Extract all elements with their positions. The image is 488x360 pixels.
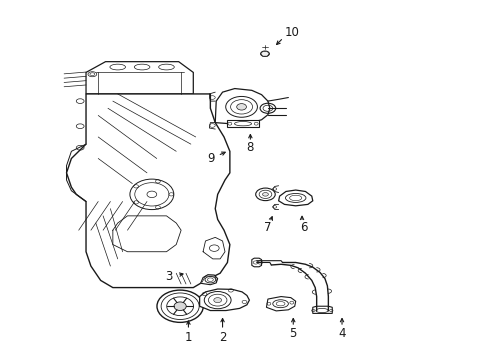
Ellipse shape <box>262 193 268 196</box>
Polygon shape <box>260 51 269 56</box>
Text: 3: 3 <box>165 270 172 283</box>
Ellipse shape <box>236 104 246 110</box>
Polygon shape <box>66 94 229 288</box>
Text: 2: 2 <box>218 330 226 343</box>
Ellipse shape <box>174 302 186 311</box>
Polygon shape <box>312 306 331 314</box>
Polygon shape <box>200 275 217 285</box>
Polygon shape <box>86 62 193 94</box>
Text: 7: 7 <box>264 221 271 234</box>
Text: 1: 1 <box>184 330 192 343</box>
Text: 6: 6 <box>300 221 307 234</box>
Polygon shape <box>266 297 295 311</box>
Text: 9: 9 <box>207 152 215 165</box>
Text: 5: 5 <box>289 327 296 340</box>
Polygon shape <box>278 190 312 206</box>
Text: 4: 4 <box>338 327 345 340</box>
Polygon shape <box>251 258 261 267</box>
Polygon shape <box>227 121 259 127</box>
Polygon shape <box>215 89 269 124</box>
Ellipse shape <box>213 298 221 303</box>
Text: 8: 8 <box>246 141 254 154</box>
Polygon shape <box>199 289 249 311</box>
Text: 10: 10 <box>285 26 299 39</box>
